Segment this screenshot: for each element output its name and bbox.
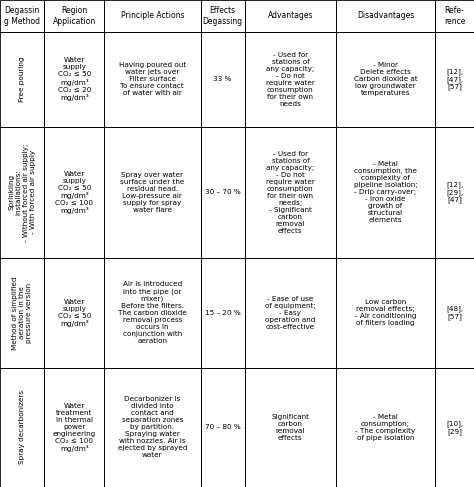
Text: 15 – 20 %: 15 – 20 % xyxy=(205,310,240,316)
Bar xyxy=(245,127,336,258)
Text: - Used for
stations of
any capacity;
- Do not
require water
consumption
for thei: - Used for stations of any capacity; - D… xyxy=(266,151,315,234)
Text: Advantages: Advantages xyxy=(268,11,313,20)
Bar xyxy=(44,32,104,127)
Text: Degassin
g Method: Degassin g Method xyxy=(4,6,40,25)
Bar xyxy=(435,127,474,258)
Bar xyxy=(0,32,44,127)
Bar xyxy=(435,32,474,127)
Text: Principle Actions: Principle Actions xyxy=(120,11,184,20)
Text: Water
supply
CO₂ ≤ 50
mg/dm³: Water supply CO₂ ≤ 50 mg/dm³ xyxy=(57,299,91,327)
Text: Significant
carbon
removal
effects: Significant carbon removal effects xyxy=(272,414,310,441)
Bar xyxy=(44,258,104,368)
Bar xyxy=(0,368,44,487)
Text: Water
supply
CO₂ ≤ 50
mg/dm³
CO₂ ≤ 20
mg/dm³: Water supply CO₂ ≤ 50 mg/dm³ CO₂ ≤ 20 mg… xyxy=(57,57,91,101)
Bar xyxy=(0,258,44,368)
Text: Having poured out
water jets over
Filter surface
To ensure contact
of water with: Having poured out water jets over Filter… xyxy=(118,62,186,96)
Text: Disadvantages: Disadvantages xyxy=(357,11,414,20)
Bar xyxy=(201,127,245,258)
Bar xyxy=(0,127,44,258)
Bar xyxy=(104,368,201,487)
Bar xyxy=(336,32,435,127)
Text: - Metal
consumption;
- The complexity
of pipe isolation: - Metal consumption; - The complexity of… xyxy=(356,414,416,441)
Text: [48],
[57]: [48], [57] xyxy=(446,306,463,320)
Bar xyxy=(201,32,245,127)
Bar xyxy=(435,258,474,368)
Text: Refe-
rence: Refe- rence xyxy=(444,6,465,25)
Text: Sprinkling
installations:
- Without forced air supply;
- With forced air supply: Sprinkling installations: - Without forc… xyxy=(9,143,36,242)
Text: Effects
Degassing: Effects Degassing xyxy=(202,6,243,25)
Text: Spray decarbonizers: Spray decarbonizers xyxy=(19,390,25,465)
Bar xyxy=(104,0,201,32)
Bar xyxy=(245,32,336,127)
Bar xyxy=(435,368,474,487)
Bar xyxy=(44,127,104,258)
Bar xyxy=(44,368,104,487)
Bar xyxy=(201,368,245,487)
Text: Air is introduced
into the pipe (or
mixer)
Before the filters.
The carbon dioxid: Air is introduced into the pipe (or mixe… xyxy=(118,281,187,344)
Text: Water
treatment
In thermal
power
engineering
CO₂ ≤ 100
mg/dm³: Water treatment In thermal power enginee… xyxy=(53,403,96,452)
Text: Low carbon
removal effects;
- Air conditioning
of filters loading: Low carbon removal effects; - Air condit… xyxy=(355,300,416,326)
Bar xyxy=(0,0,44,32)
Bar xyxy=(104,32,201,127)
Text: Spray over water
surface under the
residual head.
Low-pressure air
supply for sp: Spray over water surface under the resid… xyxy=(120,172,184,213)
Text: Decarbonizer is
divided into
contact and
separation zones
by partition.
Spraying: Decarbonizer is divided into contact and… xyxy=(118,396,187,458)
Bar xyxy=(245,368,336,487)
Text: 33 %: 33 % xyxy=(213,76,232,82)
Bar xyxy=(336,258,435,368)
Bar xyxy=(245,0,336,32)
Text: - Minor
Delete effects
Carbon dioxide at
low groundwater
temperatures: - Minor Delete effects Carbon dioxide at… xyxy=(354,62,417,96)
Text: [12],
[29],
[47]: [12], [29], [47] xyxy=(446,181,463,204)
Bar xyxy=(245,258,336,368)
Bar xyxy=(104,258,201,368)
Text: [12],
[47],
[57]: [12], [47], [57] xyxy=(446,68,463,90)
Bar xyxy=(336,127,435,258)
Text: - Metal
consumption, the
complexity of
pipeline isolation;
- Drip carry-over;
- : - Metal consumption, the complexity of p… xyxy=(354,161,417,224)
Bar xyxy=(201,0,245,32)
Bar xyxy=(336,368,435,487)
Text: 70 – 80 %: 70 – 80 % xyxy=(205,424,240,431)
Text: [10],
[29]: [10], [29] xyxy=(446,420,463,434)
Text: - Ease of use
of equipment;
- Easy
operation and
cost-effective: - Ease of use of equipment; - Easy opera… xyxy=(265,296,316,330)
Text: Free pouring: Free pouring xyxy=(19,56,25,102)
Bar xyxy=(44,0,104,32)
Bar xyxy=(104,127,201,258)
Bar xyxy=(336,0,435,32)
Text: Water
supply
CO₂ ≤ 50
mg/dm³
CO₂ ≤ 100
mg/dm³: Water supply CO₂ ≤ 50 mg/dm³ CO₂ ≤ 100 m… xyxy=(55,170,93,214)
Bar xyxy=(435,0,474,32)
Text: Region
Application: Region Application xyxy=(53,6,96,25)
Bar xyxy=(201,258,245,368)
Text: - Used for
stations of
any capacity;
- Do not
require water
consumption
for thei: - Used for stations of any capacity; - D… xyxy=(266,52,315,107)
Text: Method of simplified
aeration in the
pressure version: Method of simplified aeration in the pre… xyxy=(12,276,32,350)
Text: 30 – 70 %: 30 – 70 % xyxy=(205,189,240,195)
